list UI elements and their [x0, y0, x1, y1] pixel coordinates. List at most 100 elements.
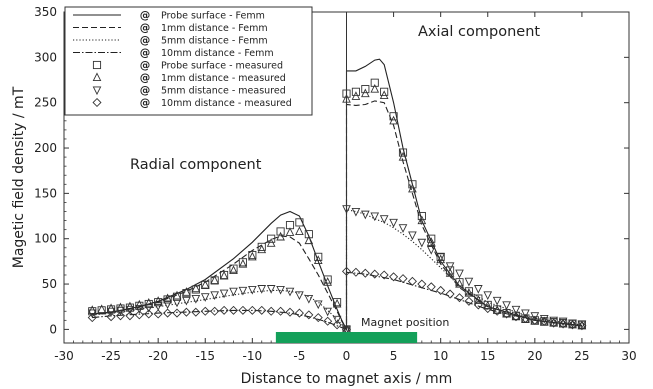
data-point — [238, 305, 248, 315]
data-point — [135, 299, 144, 309]
data-point — [370, 83, 380, 93]
data-point — [191, 307, 201, 317]
data-point — [558, 319, 568, 329]
data-point — [182, 289, 191, 298]
data-point — [445, 262, 455, 272]
data-point — [266, 238, 276, 247]
data-point — [276, 227, 285, 236]
data-point — [351, 87, 360, 96]
data-point — [191, 285, 200, 294]
data-point — [351, 91, 361, 100]
data-point — [153, 302, 163, 311]
data-point — [248, 251, 257, 261]
data-point — [182, 296, 191, 306]
legend-at-symbol: @ — [140, 97, 151, 109]
data-point — [313, 313, 323, 323]
data-point — [210, 291, 219, 301]
data-point — [294, 308, 304, 318]
data-point — [247, 305, 257, 315]
data-point — [238, 258, 247, 267]
data-point — [426, 237, 436, 246]
data-point — [333, 298, 342, 307]
data-point — [436, 254, 445, 264]
legend-box — [64, 6, 313, 116]
data-point — [153, 309, 163, 319]
x-tick-label: 0 — [343, 349, 351, 363]
data-point — [492, 305, 502, 314]
magnet-position-bar — [275, 332, 418, 343]
data-point — [266, 306, 276, 316]
data-point — [276, 285, 285, 295]
data-point — [389, 112, 398, 121]
data-point — [295, 218, 304, 227]
data-point — [408, 231, 417, 241]
x-tick-label: 20 — [527, 349, 542, 363]
data-point — [483, 291, 493, 301]
data-point — [361, 88, 370, 98]
data-point — [200, 306, 210, 316]
legend: @ Probe surface - Femm@ 1mm distance - Fem… — [64, 6, 313, 116]
data-point — [455, 269, 464, 279]
data-point — [248, 250, 257, 260]
legend-item: @10mm distance - Femm — [73, 47, 274, 59]
data-point — [520, 313, 530, 324]
data-point — [502, 308, 511, 318]
data-point — [455, 278, 464, 287]
data-point — [530, 315, 540, 325]
data-point — [407, 276, 417, 286]
legend-label: 10mm distance - measured — [161, 98, 292, 109]
legend-at-symbol: @ — [140, 72, 151, 84]
data-point — [313, 255, 323, 265]
x-tick-label: 25 — [574, 349, 589, 363]
data-point — [568, 319, 577, 329]
x-tick-label: 15 — [480, 349, 495, 363]
data-point — [87, 313, 97, 323]
data-point — [238, 286, 248, 296]
data-point — [454, 293, 465, 303]
data-point — [323, 316, 333, 326]
legend-at-symbol: @ — [140, 10, 151, 22]
y-tick-label: 50 — [42, 277, 57, 291]
legend-marker-sample — [92, 86, 102, 96]
data-point — [229, 287, 238, 297]
data-point — [473, 300, 483, 310]
data-point — [511, 312, 521, 322]
data-point — [285, 227, 295, 236]
data-point — [389, 115, 398, 125]
data-point — [257, 305, 267, 315]
data-point — [135, 304, 144, 314]
data-point — [502, 309, 512, 319]
data-point — [163, 293, 172, 303]
data-point — [323, 277, 332, 286]
data-point — [144, 297, 154, 307]
data-point — [379, 215, 389, 224]
data-point — [144, 304, 154, 313]
data-point — [163, 308, 173, 318]
magnet-position-annotation: Magnet position — [361, 316, 449, 329]
data-point — [115, 311, 126, 321]
legend-at-symbol: @ — [140, 85, 151, 97]
x-tick-label: 10 — [433, 349, 448, 363]
data-point — [295, 226, 304, 236]
data-point — [228, 305, 239, 315]
data-point — [125, 305, 135, 315]
data-point — [511, 311, 521, 321]
data-point — [445, 289, 455, 299]
data-point — [567, 320, 578, 330]
data-point — [210, 306, 220, 316]
x-tick-label: 5 — [390, 349, 398, 363]
data-point — [285, 307, 295, 317]
data-point — [398, 151, 408, 161]
legend-item: @ Probe surface - Femm — [73, 10, 265, 22]
legend-label: 5mm distance - Femm — [161, 35, 268, 46]
y-tick-label: 250 — [34, 96, 57, 110]
data-point — [379, 270, 389, 280]
data-point — [229, 264, 238, 273]
data-point — [200, 279, 210, 289]
data-point — [295, 291, 304, 301]
axial-component-annotation: Axial component — [418, 24, 540, 40]
x-tick-label: -30 — [54, 349, 74, 363]
data-point — [219, 305, 229, 315]
data-point — [285, 287, 295, 297]
legend-at-symbol: @ — [140, 22, 151, 34]
